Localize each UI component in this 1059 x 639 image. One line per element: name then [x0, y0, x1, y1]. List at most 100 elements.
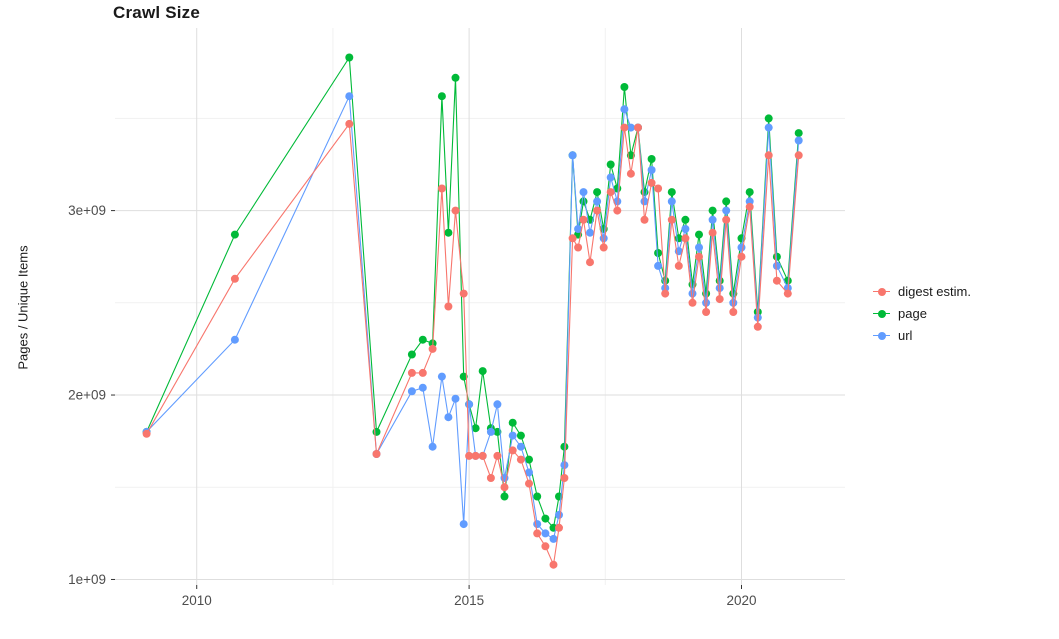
data-point — [599, 234, 608, 243]
data-point — [525, 455, 533, 464]
data-point — [722, 197, 731, 206]
data-point — [525, 468, 533, 477]
data-point — [695, 230, 703, 239]
data-point — [674, 261, 683, 270]
data-point — [764, 114, 773, 123]
data-point — [783, 289, 792, 298]
data-point — [444, 302, 453, 311]
data-point — [459, 372, 468, 381]
data-point — [508, 431, 517, 440]
data-point — [372, 427, 381, 436]
data-point — [722, 215, 731, 224]
data-point — [745, 202, 754, 211]
data-point — [695, 252, 703, 261]
data-point — [230, 274, 239, 283]
data-point — [549, 560, 558, 569]
series-digest-estim- — [142, 119, 803, 569]
data-point — [745, 188, 754, 197]
data-point — [560, 474, 569, 482]
data-point — [516, 431, 525, 440]
x-tick-label: 2015 — [454, 593, 484, 608]
chart-title: Crawl Size — [113, 3, 201, 22]
legend-label: url — [898, 328, 913, 343]
data-point — [599, 243, 608, 252]
data-point — [465, 451, 474, 460]
data-point — [702, 298, 711, 307]
y-tick-label: 3e+09 — [68, 203, 106, 218]
data-point — [230, 335, 239, 344]
data-point — [661, 289, 670, 298]
data-point — [407, 350, 416, 359]
data-point — [533, 520, 542, 529]
data-point — [418, 383, 427, 392]
data-point — [640, 215, 649, 224]
data-point — [444, 228, 453, 237]
data-point — [586, 258, 594, 267]
data-point — [626, 123, 635, 132]
data-point — [500, 492, 509, 501]
data-point — [574, 225, 583, 233]
data-point — [493, 400, 502, 409]
data-point — [533, 529, 542, 538]
data-point — [620, 83, 629, 91]
data-point — [345, 119, 354, 128]
legend-label: digest estim. — [898, 284, 971, 299]
data-point — [407, 368, 416, 377]
data-point — [533, 492, 542, 501]
data-point — [593, 206, 602, 215]
data-point — [647, 178, 656, 187]
data-point — [142, 429, 151, 438]
data-point — [708, 206, 717, 215]
y-tick-label: 2e+09 — [68, 388, 106, 403]
data-point — [516, 442, 525, 451]
data-point — [459, 289, 468, 298]
data-point — [579, 188, 588, 197]
legend-key-icon — [873, 327, 890, 344]
data-point — [486, 427, 495, 436]
data-point — [753, 313, 762, 322]
series-url — [142, 92, 803, 543]
axis-ticks: 2010 2015 2020 1e+09 2e+09 3e+09 — [68, 203, 756, 608]
data-point — [729, 308, 738, 316]
data-point — [764, 151, 773, 160]
data-point — [516, 455, 525, 464]
data-point — [493, 451, 502, 460]
data-point — [606, 188, 615, 197]
data-point — [508, 446, 517, 455]
data-point — [555, 523, 563, 532]
data-point — [647, 166, 656, 174]
data-point — [745, 197, 754, 206]
data-point — [794, 151, 803, 160]
data-point — [708, 215, 717, 224]
data-point — [541, 542, 550, 551]
legend-key-icon — [873, 283, 890, 300]
data-point — [715, 284, 724, 293]
data-point — [772, 276, 781, 285]
data-point — [667, 215, 676, 224]
data-point — [715, 295, 724, 304]
data-point — [688, 289, 697, 298]
data-point — [428, 344, 437, 353]
data-point — [437, 92, 446, 101]
legend-item-url: url — [873, 327, 971, 344]
data-point — [681, 225, 690, 233]
data-point — [695, 243, 703, 252]
data-point — [647, 155, 656, 163]
data-point — [737, 243, 746, 252]
data-point — [722, 206, 731, 215]
data-point — [437, 372, 446, 381]
data-point — [654, 249, 663, 257]
data-point — [579, 215, 588, 224]
x-tick-label: 2020 — [726, 593, 756, 608]
data-point — [478, 451, 487, 460]
legend: digest estim. page url — [873, 283, 971, 344]
data-point — [654, 184, 663, 193]
data-point — [451, 394, 460, 403]
data-point — [407, 387, 416, 396]
data-point — [418, 335, 427, 344]
data-point — [772, 261, 781, 270]
data-point — [500, 483, 509, 492]
data-point — [345, 92, 354, 101]
data-point — [613, 206, 622, 215]
